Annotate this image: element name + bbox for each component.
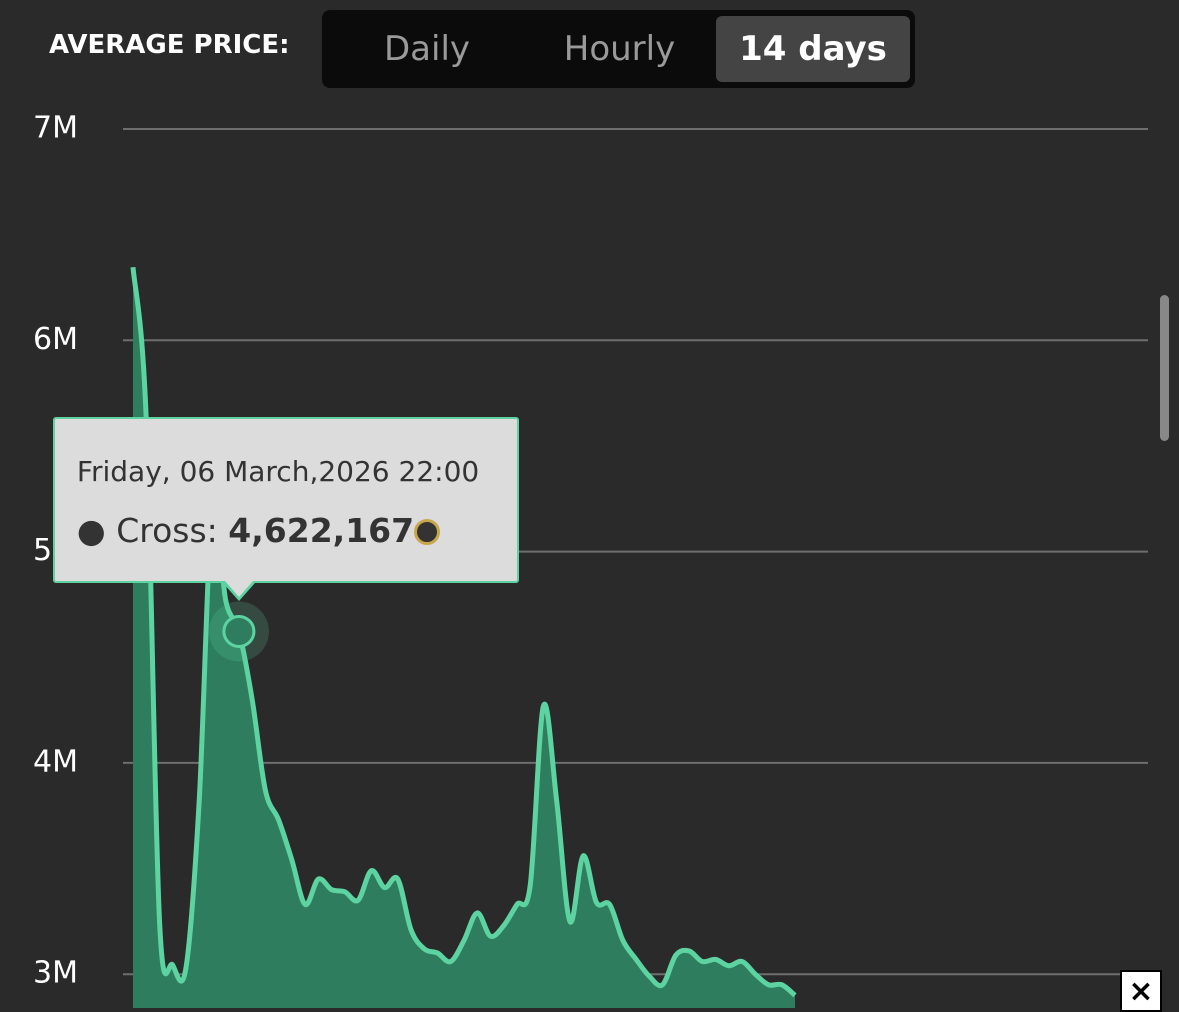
- tooltip-series: Cross:: [116, 511, 218, 550]
- y-tick-label: 3M: [33, 956, 78, 991]
- area-fill: [133, 267, 795, 1008]
- y-tick-label: 7M: [33, 111, 78, 146]
- y-tick-label: 4M: [33, 744, 78, 779]
- hover-point: [222, 614, 256, 648]
- tab-bar: Daily Hourly 14 days: [322, 10, 915, 88]
- close-button[interactable]: ×: [1120, 970, 1162, 1012]
- tab[interactable]: Hourly: [563, 29, 676, 69]
- coin-icon: [414, 519, 441, 545]
- y-tick-label: 6M: [33, 322, 78, 357]
- tooltip: Friday, 06 March,2026 22:00 ● Cross: 4,6…: [52, 417, 519, 583]
- tab[interactable]: 14 days: [716, 16, 910, 82]
- tooltip-value: 4,622,167: [228, 511, 415, 550]
- tooltip-date: Friday, 06 March,2026 22:00: [76, 455, 480, 488]
- tab[interactable]: Daily: [383, 29, 471, 69]
- header-label: AVERAGE PRICE:: [49, 30, 290, 60]
- scrollbar[interactable]: [1160, 295, 1169, 441]
- tooltip-arrow-fill: [224, 581, 253, 597]
- tooltip-value-row: ● Cross: 4,622,167: [77, 511, 441, 550]
